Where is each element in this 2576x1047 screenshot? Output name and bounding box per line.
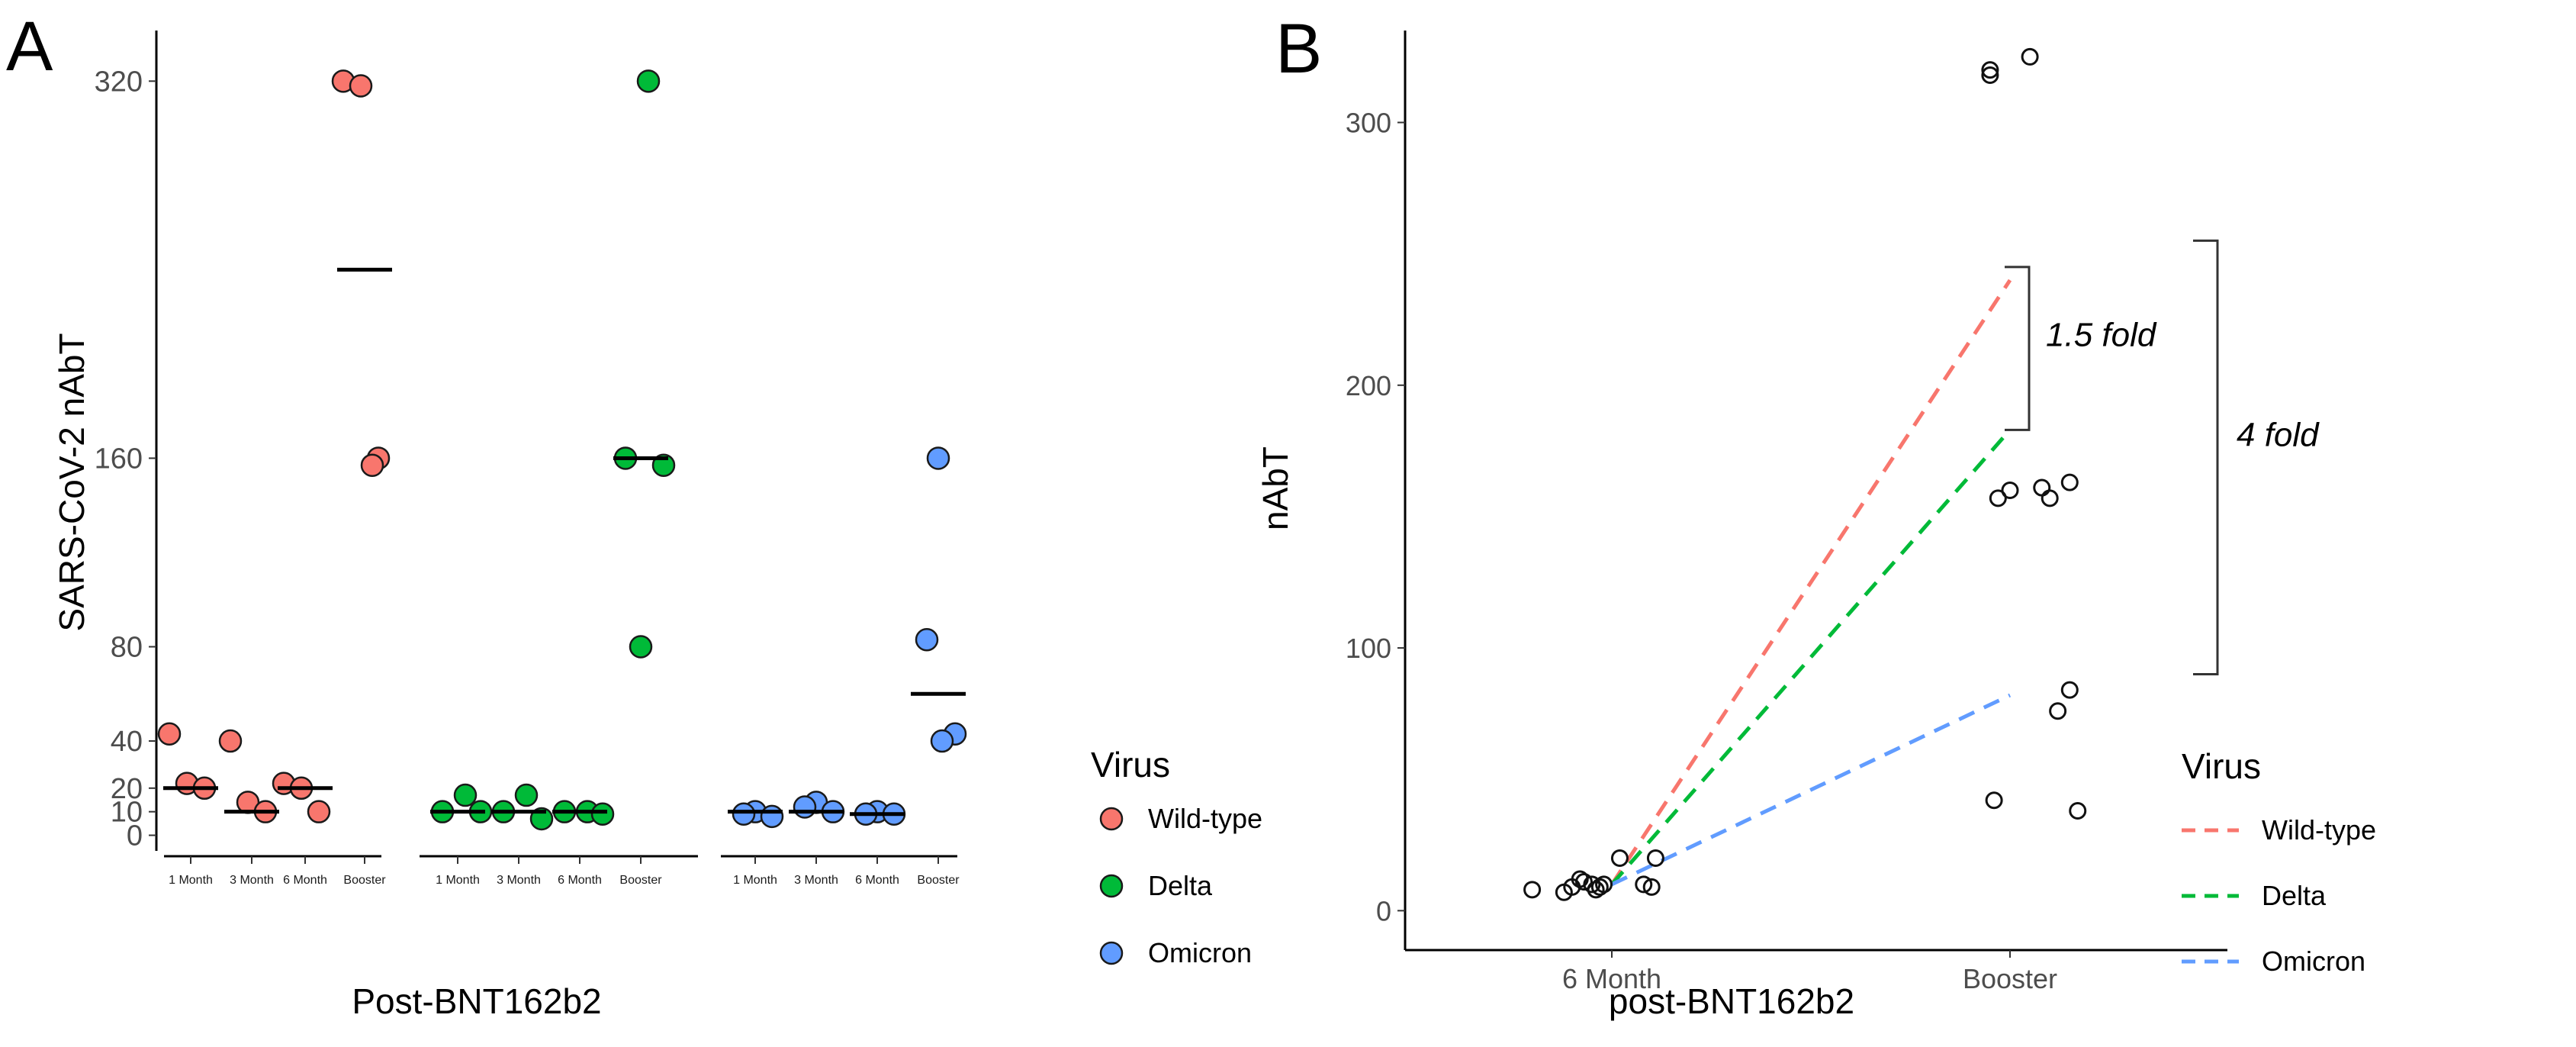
panel-a-x-tick-label: 6 Month [558,874,602,887]
panel-b-point [2021,47,2039,66]
panel-a-x-tick-label: Booster [343,874,386,887]
panel-a-points [157,69,967,831]
panel-b-point [1583,875,1601,894]
panel-b-point [1523,881,1542,899]
panel-a-x-tick-label: 3 Month [794,874,838,887]
panel-b-point [2069,802,2087,820]
panel-a-medians [163,267,966,817]
panel-a-x-tick-label: 1 Month [733,874,777,887]
panel-b-point [1610,849,1629,867]
panel-b-legend: Virus Wild-type Delta Omicron [2182,746,2376,977]
panel-a-point-wild-type [157,722,182,746]
panel-b-legend-title: Virus [2182,746,2261,786]
panel-a-point-wild-type [218,729,243,753]
panel-b-point [1595,875,1613,894]
panel-a-letter: A [6,8,53,85]
panel-a-legend-title: Virus [1091,745,1170,784]
panel-a-point-wild-type [360,453,384,477]
panel-b-point [2033,478,2051,497]
panel-b-point [2001,482,2019,499]
panel-a-y-tick-label: 320 [95,66,143,98]
panel-a-x-tick-label: 1 Month [436,874,480,887]
panel-b-line-omicron [1610,693,2012,887]
panel-b-point [1574,872,1593,891]
panel-b-fold-label: 1.5 fold [2046,317,2157,354]
panel-a-point-omicron [930,729,954,753]
panel-b-legend-label: Omicron [2262,946,2365,977]
panel-b-line-delta [1610,428,2012,886]
panel-a-point-wild-type [307,800,331,823]
panel-a-y-axis-title: SARS-CoV-2 nAbT [52,333,92,631]
panel-a-x-tick-label: 6 Month [855,874,899,887]
panel-a-point-omicron [926,446,950,470]
panel-b-x-tick-label: 6 Month [1562,963,1661,994]
panel-b-x-axis-title: post-BNT162b2 [1609,981,1854,1021]
panel-b-point [2060,681,2079,699]
panel-b-lines [1610,279,2012,887]
panel-b-legend-label: Delta [2262,880,2327,911]
panel-b-point [1646,849,1664,867]
panel-a-y-tick-label: 10 [111,797,143,829]
panel-a-point-omicron [760,804,784,829]
panel-b-point [1989,489,2007,507]
panel-b-fold-label: 4 fold [2237,416,2320,453]
panel-b-point [1985,791,2003,810]
panel-a-point-omicron [915,627,939,652]
panel-a-x-tick-label: Booster [619,874,662,887]
panel-a-y-tick-label: 160 [95,443,143,475]
panel-a-point-wild-type [349,74,373,98]
panel-b-point [1642,878,1661,896]
panel-a-y-tick-label: 20 [111,773,143,805]
panel-a-legend-label: Omicron [1148,937,1252,968]
panel-b-fold-bracket [2193,239,2219,675]
panel-a-point-delta [590,802,615,826]
panel-b-point [1590,878,1609,896]
panel-a-point-omicron [793,795,817,819]
panel-b: B 0 100 200 300 6 Month Booster 1.5 fold 4 fol… [1256,10,2376,1021]
panel-a-point-delta [629,635,653,659]
panel-b-y-tick-label: 200 [1346,370,1391,401]
panel-a-point-delta [453,783,478,807]
panel-b-y-tick-label: 0 [1376,895,1391,926]
panel-a-x-tick-label: 6 Month [283,874,327,887]
panel-b-line-wild-type [1610,279,2012,886]
panel-a-legend: Virus Wild-type Delta Omicron [1091,745,1262,968]
panel-b-y-axis-title: nAbT [1256,446,1295,530]
panel-a-x-tick-label: Booster [917,874,960,887]
panel-a-y-tick-label: 80 [111,632,143,664]
panel-a-legend-label: Delta [1148,870,1213,901]
panel-b-point [1981,66,1999,85]
panel-a-y-tick-label: 0 [127,820,143,852]
panel-b-fold-bracket [2005,266,2031,431]
panel-b-point [1635,875,1653,894]
panel-b-axes: 0 100 200 300 6 Month Booster [1346,31,2227,994]
panel-a-x-tick-label: 1 Month [169,874,213,887]
panel-b-x-tick-label: Booster [1963,963,2057,994]
panel-b-brackets: 1.5 fold 4 fold [2005,239,2320,675]
panel-b-point [2060,473,2079,491]
panel-a-x-axis-title: Post-BNT162b2 [352,981,601,1021]
panel-b-letter: B [1275,10,1322,88]
panel-a-x-tick-label: 3 Month [230,874,274,887]
panel-a-point-omicron [732,802,756,826]
panel-a-x-tick-label: 3 Month [497,874,541,887]
panel-a-legend-key [1099,941,1124,965]
panel-b-y-tick-label: 100 [1346,633,1391,664]
panel-b-points [1523,47,2087,901]
panel-b-legend-label: Wild-type [2262,814,2376,846]
panel-a-point-delta [514,783,539,807]
panel-a-legend-key [1099,807,1124,831]
panel-a-legend-key [1099,874,1124,898]
panel-a-point-delta [636,69,661,93]
panel-b-point [1981,61,1999,79]
panel-b-y-tick-label: 300 [1346,108,1391,139]
panel-a-y-tick-label: 40 [111,726,143,758]
panel-b-point [2049,702,2067,720]
panel-b-point [2041,489,2059,507]
panel-a-legend-label: Wild-type [1148,803,1262,834]
